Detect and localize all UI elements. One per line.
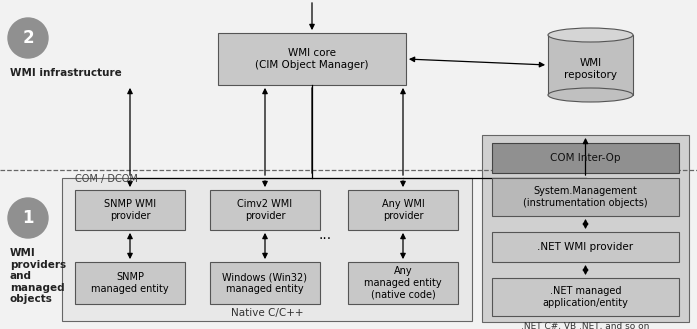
Bar bbox=[548, 35, 633, 95]
Text: Cimv2 WMI
provider: Cimv2 WMI provider bbox=[238, 199, 293, 221]
Text: SNMP WMI
provider: SNMP WMI provider bbox=[104, 199, 156, 221]
Ellipse shape bbox=[548, 28, 633, 42]
Text: COM Inter-Op: COM Inter-Op bbox=[550, 153, 621, 163]
Bar bbox=[492, 178, 679, 216]
Text: COM / DCOM: COM / DCOM bbox=[75, 174, 138, 184]
Bar bbox=[492, 232, 679, 262]
Text: Windows (Win32)
managed entity: Windows (Win32) managed entity bbox=[222, 272, 307, 294]
Bar bbox=[75, 262, 185, 304]
Bar bbox=[0, 0, 697, 170]
Text: WMI
providers
and
managed
objects: WMI providers and managed objects bbox=[10, 248, 66, 304]
Bar bbox=[218, 33, 406, 85]
Circle shape bbox=[8, 18, 48, 58]
Text: Any
managed entity
(native code): Any managed entity (native code) bbox=[365, 266, 442, 300]
Bar bbox=[348, 262, 458, 304]
Text: Native C/C++: Native C/C++ bbox=[231, 308, 303, 318]
Bar bbox=[0, 170, 697, 329]
Text: WMI core
(CIM Object Manager): WMI core (CIM Object Manager) bbox=[255, 48, 369, 70]
Text: WMI
repository: WMI repository bbox=[564, 58, 617, 80]
Bar bbox=[492, 278, 679, 316]
Text: .NET WMI provider: .NET WMI provider bbox=[537, 242, 634, 252]
Bar bbox=[62, 178, 472, 321]
Bar bbox=[75, 190, 185, 230]
Text: WMI infrastructure: WMI infrastructure bbox=[10, 68, 122, 78]
Text: Any WMI
provider: Any WMI provider bbox=[382, 199, 424, 221]
Bar bbox=[482, 135, 689, 322]
Text: ...: ... bbox=[319, 228, 332, 242]
Text: SNMP
managed entity: SNMP managed entity bbox=[91, 272, 169, 294]
Text: System.Management
(instrumentation objects): System.Management (instrumentation objec… bbox=[523, 186, 648, 208]
Bar bbox=[210, 262, 320, 304]
Text: .NET C#, VB .NET, and so on: .NET C#, VB .NET, and so on bbox=[521, 321, 650, 329]
Bar bbox=[210, 190, 320, 230]
Text: .NET managed
application/entity: .NET managed application/entity bbox=[542, 286, 629, 308]
Bar bbox=[348, 190, 458, 230]
Ellipse shape bbox=[548, 88, 633, 102]
Text: 1: 1 bbox=[22, 209, 33, 227]
Circle shape bbox=[8, 198, 48, 238]
Text: 2: 2 bbox=[22, 29, 34, 47]
Bar bbox=[492, 143, 679, 173]
